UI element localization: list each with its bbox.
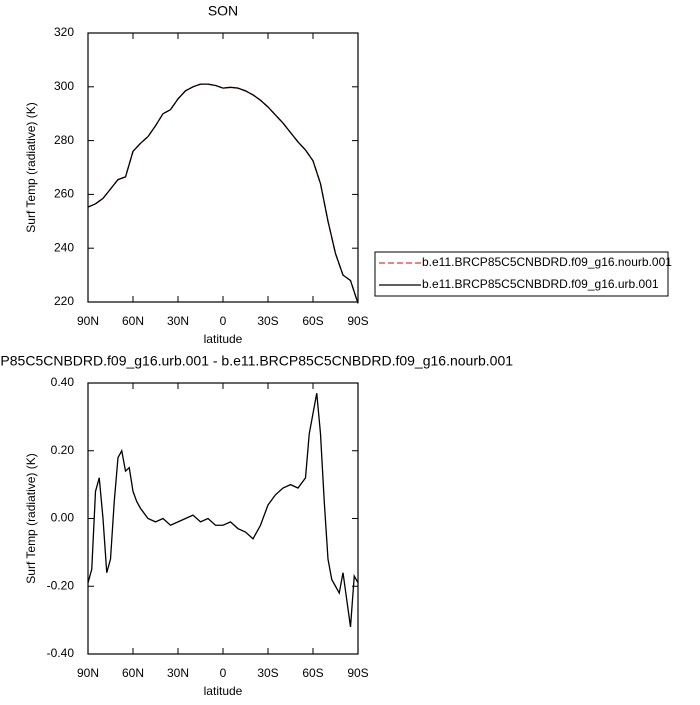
x-tick-label: 30S <box>257 314 278 328</box>
data-line <box>87 393 359 627</box>
data-line <box>87 83 359 304</box>
chart-title: b.e11.BRCP85C5CNBDRD.f09_g16.urb.001 - b… <box>0 353 513 369</box>
legend-box <box>374 251 669 297</box>
x-tick-label: 90S <box>347 314 368 328</box>
x-tick-label: 0 <box>220 314 227 328</box>
y-tick-label: 280 <box>54 133 74 147</box>
y-tick-label: 320 <box>54 25 74 39</box>
chart-title: SON <box>208 3 238 19</box>
x-tick-label: 90N <box>77 666 99 680</box>
y-axis-label: Surf Temp (radiative) (K) <box>24 102 38 232</box>
x-tick-label: 90N <box>77 314 99 328</box>
x-tick-label: 30N <box>167 666 189 680</box>
y-tick-label: -0.20 <box>47 578 75 592</box>
y-axis-label: Surf Temp (radiative) (K) <box>24 453 38 583</box>
x-tick-label: 60N <box>122 666 144 680</box>
y-tick-label: 0.00 <box>51 511 75 525</box>
y-tick-label: -0.40 <box>47 646 75 660</box>
x-axis-label: latitude <box>204 332 243 346</box>
x-tick-label: 60S <box>302 314 323 328</box>
x-tick-label: 60S <box>302 666 323 680</box>
y-tick-label: 300 <box>54 79 74 93</box>
x-tick-label: 30S <box>257 666 278 680</box>
x-tick-label: 30N <box>167 314 189 328</box>
y-tick-label: 260 <box>54 187 74 201</box>
y-tick-label: 0.20 <box>51 443 75 457</box>
legend-label: b.e11.BRCP85C5CNBDRD.f09_g16.nourb.001 <box>422 255 672 269</box>
y-tick-label: 240 <box>54 240 74 254</box>
x-tick-label: 0 <box>220 666 227 680</box>
plot-frame <box>87 32 359 303</box>
x-tick-label: 60N <box>122 314 144 328</box>
x-tick-label: 90S <box>347 666 368 680</box>
y-tick-label: 0.40 <box>51 375 75 389</box>
y-tick-label: 220 <box>54 294 74 308</box>
plot-frame <box>87 382 359 655</box>
x-axis-label: latitude <box>204 684 243 698</box>
data-line <box>87 83 359 304</box>
legend-label: b.e11.BRCP85C5CNBDRD.f09_g16.urb.001 <box>422 277 659 291</box>
